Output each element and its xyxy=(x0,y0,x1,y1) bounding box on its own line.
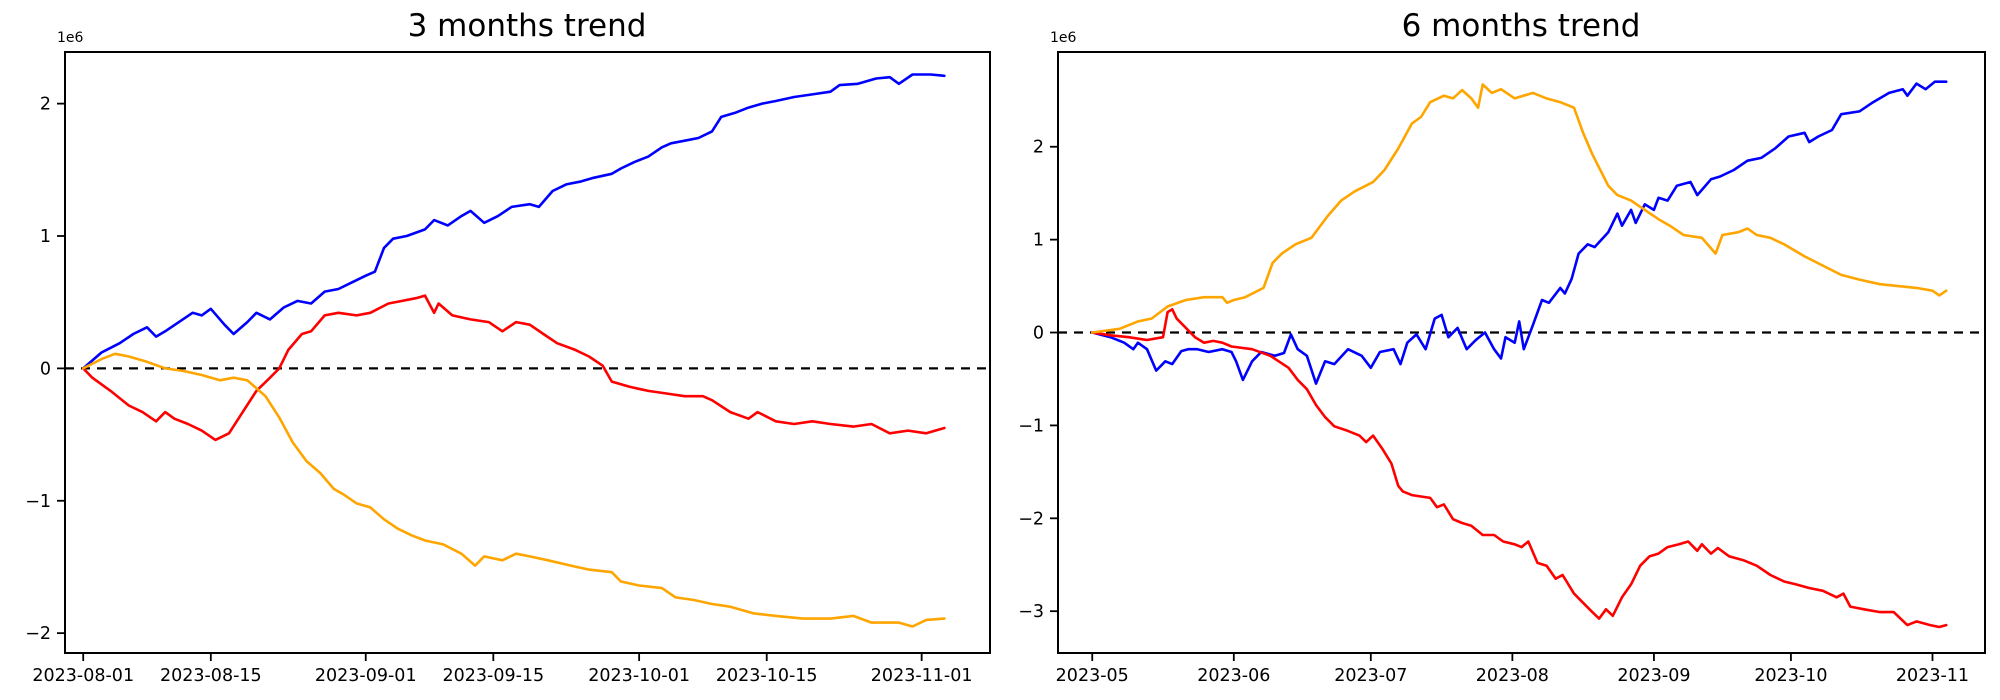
x-tick-label: 2023-09 xyxy=(1617,666,1690,686)
y-tick-label: 1 xyxy=(40,227,51,247)
y-tick-label: −2 xyxy=(25,624,51,644)
chart-3-months-trend: 3 months trend 1e6 2023-08-01 2023-08-15 2… xyxy=(25,8,991,686)
chart-6-months-trend: 6 months trend 1e6 2023-05 2023-06 2023-07… xyxy=(1000,0,2000,700)
y-tick-label: 1 xyxy=(1033,231,1044,251)
y-tick-label: 2 xyxy=(40,95,51,115)
red-series-line xyxy=(1090,307,1948,629)
x-tick-label: 2023-07 xyxy=(1334,666,1407,686)
x-tick-label: 2023-09-15 xyxy=(442,666,544,686)
y-tick-label: −3 xyxy=(1018,602,1044,622)
x-tick-label: 2023-11 xyxy=(1896,666,1969,686)
y-tick-label: −1 xyxy=(25,492,51,512)
x-tick-label: 2023-11-01 xyxy=(871,666,973,686)
y-tick-label: 2 xyxy=(1033,138,1044,158)
chart-6-months-canvas: 6 months trend 1e6 2023-05 2023-06 2023-07… xyxy=(1018,8,1986,686)
y-axis-offset-label: 1e6 xyxy=(57,30,84,46)
chart-title: 6 months trend xyxy=(1402,8,1641,44)
blue-series-line xyxy=(1090,80,1948,385)
plot-border xyxy=(64,51,991,654)
x-tick-label: 2023-10 xyxy=(1754,666,1827,686)
y-tick-label: −1 xyxy=(1018,416,1044,436)
chart-title: 3 months trend xyxy=(408,8,647,44)
chart-3-months-canvas: 3 months trend 1e6 2023-08-01 2023-08-15 2… xyxy=(25,8,991,686)
orange-series-line xyxy=(81,352,946,628)
x-tick-label: 2023-08-15 xyxy=(160,666,262,686)
blue-series-line xyxy=(81,73,946,370)
x-tick-label: 2023-10-15 xyxy=(716,666,818,686)
plot-area: 2023-05 2023-06 2023-07 2023-08 2023-09 2023-… xyxy=(1018,51,1986,686)
red-series-line xyxy=(81,294,946,442)
y-tick-label: −2 xyxy=(1018,509,1044,529)
x-tick-label: 2023-09-01 xyxy=(315,666,417,686)
x-tick-label: 2023-06 xyxy=(1197,666,1270,686)
orange-series-line xyxy=(1090,83,1948,334)
x-tick-label: 2023-05 xyxy=(1056,666,1129,686)
x-tick-label: 2023-08-01 xyxy=(32,666,134,686)
y-tick-label: 0 xyxy=(40,359,51,379)
x-tick-label: 2023-08 xyxy=(1476,666,1549,686)
y-tick-label: 0 xyxy=(1033,324,1044,344)
plot-area: 2023-08-01 2023-08-15 2023-09-01 2023-09-15… xyxy=(25,51,991,686)
x-tick-label: 2023-10-01 xyxy=(588,666,690,686)
plot-border xyxy=(1057,51,1986,654)
y-axis-offset-label: 1e6 xyxy=(1050,30,1077,46)
